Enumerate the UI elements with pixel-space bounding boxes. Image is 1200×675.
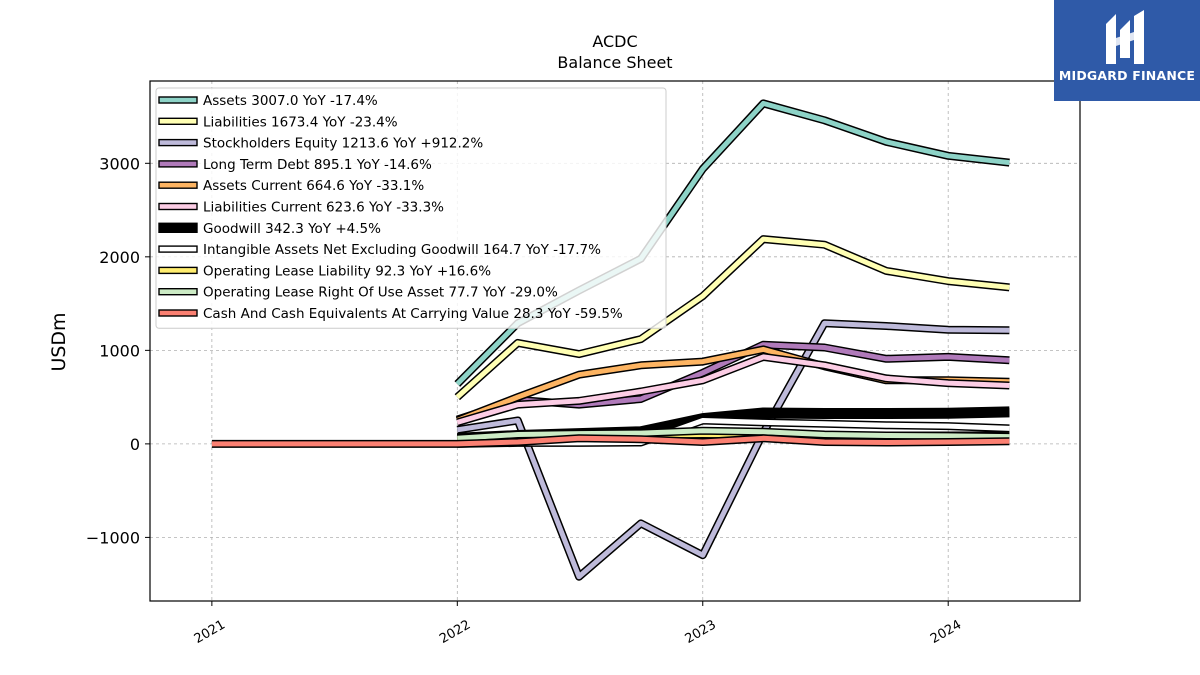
legend-entry: Liabilities Current 623.6 YoY -33.3% xyxy=(203,200,444,216)
legend-entry: Long Term Debt 895.1 YoY -14.6% xyxy=(203,157,432,173)
legend-swatch xyxy=(158,96,198,104)
legend-swatch xyxy=(158,202,198,211)
legend-entry: Cash And Cash Equivalents At Carrying Va… xyxy=(203,306,623,322)
series-line xyxy=(456,319,1010,581)
legend-swatch xyxy=(158,288,198,296)
y-tick-label: 3000 xyxy=(99,154,140,173)
x-tick-label: 2021 xyxy=(192,617,228,647)
legend-entry: Operating Lease Right Of Use Asset 77.7 … xyxy=(203,285,558,301)
legend-swatch xyxy=(158,222,198,234)
y-tick-label: 0 xyxy=(130,435,140,454)
legend-swatch xyxy=(158,245,198,253)
legend-entry: Stockholders Equity 1213.6 YoY +912.2% xyxy=(203,136,483,152)
legend-entry: Assets Current 664.6 YoY -33.1% xyxy=(203,178,424,194)
series-line xyxy=(211,434,1010,448)
y-tick-label: 1000 xyxy=(99,341,140,360)
series-line xyxy=(454,235,1010,401)
legend-swatch xyxy=(158,266,198,275)
chart-subtitle: Balance Sheet xyxy=(557,53,672,72)
legend-swatch xyxy=(158,181,198,189)
y-axis-label: USDm xyxy=(48,312,70,371)
x-tick-label: 2024 xyxy=(928,617,964,647)
series-line-stroke xyxy=(456,320,1010,580)
y-tick-label: −1000 xyxy=(86,528,140,547)
legend-box xyxy=(155,87,667,329)
legend-entry: Goodwill 342.3 YoY +4.5% xyxy=(203,221,381,237)
x-tick-label: 2023 xyxy=(683,617,719,647)
legend-swatch xyxy=(158,117,198,126)
series-line xyxy=(456,352,1010,427)
plot-frame xyxy=(149,80,1081,602)
legend-swatch xyxy=(158,138,198,147)
legend-entry: Operating Lease Liability 92.3 YoY +16.6… xyxy=(203,263,491,279)
midgard-finance-logo: MIDGARD FINANCE xyxy=(1054,0,1200,101)
x-tick-label: 2022 xyxy=(437,617,473,647)
series-line-stroke xyxy=(211,435,1010,447)
chart-title: ACDC xyxy=(592,32,637,51)
legend-entry: Assets 3007.0 YoY -17.4% xyxy=(203,93,378,109)
series-lines xyxy=(211,99,1010,581)
y-tick-label: 2000 xyxy=(99,248,140,267)
legend-entry: Liabilities 1673.4 YoY -23.4% xyxy=(203,114,398,130)
legend-swatch xyxy=(158,309,198,317)
brand-name: MIDGARD FINANCE xyxy=(1058,68,1196,83)
series-line-stroke xyxy=(457,428,1010,441)
series-line-stroke xyxy=(456,354,1010,425)
legend-swatch xyxy=(158,160,198,168)
legend-entry: Intangible Assets Net Excluding Goodwill… xyxy=(203,242,601,258)
series-line-stroke xyxy=(455,236,1010,399)
midgard-logo-icon xyxy=(1106,10,1144,64)
legend: Assets 3007.0 YoY -17.4% Liabilities 1673… xyxy=(155,87,667,329)
series-line xyxy=(457,426,1010,443)
